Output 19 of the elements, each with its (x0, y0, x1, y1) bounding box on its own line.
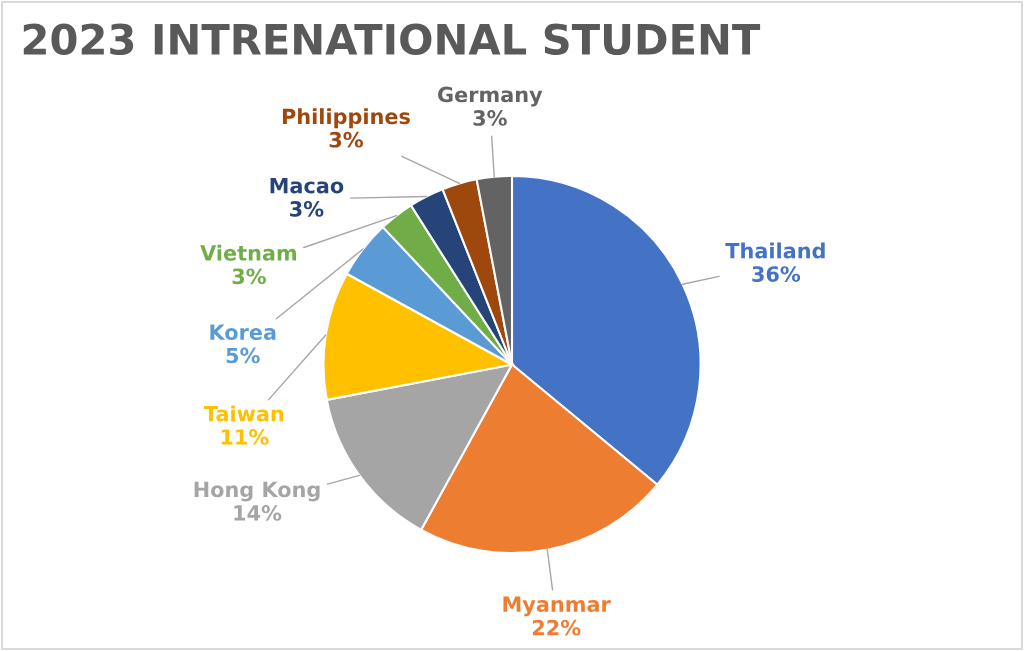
data-label: 14% (234, 505, 282, 521)
slice-label: Korea (210, 324, 276, 341)
data-label: 11% (221, 429, 269, 445)
slice-label: Germany (438, 86, 543, 107)
data-label: 22% (532, 619, 581, 636)
slice-label: Macao (270, 177, 344, 194)
slice-label: Taiwan (203, 405, 284, 422)
data-label: 3% (290, 201, 324, 217)
slice-label: Vietnam (200, 244, 297, 261)
data-label: 3% (329, 131, 363, 148)
slice-label: Hong Kong (194, 481, 320, 502)
chart-title: 2023 INTRENATIONAL STUDENT (23, 23, 761, 56)
data-label: 36% (752, 266, 801, 282)
data-label: 3% (232, 268, 266, 285)
data-label: 3% (473, 110, 507, 126)
slice-label: Myanmar (503, 596, 611, 617)
slice-label: Philippines (282, 108, 410, 129)
slice-label: Thailand (725, 242, 825, 259)
data-label: 5% (226, 347, 260, 364)
